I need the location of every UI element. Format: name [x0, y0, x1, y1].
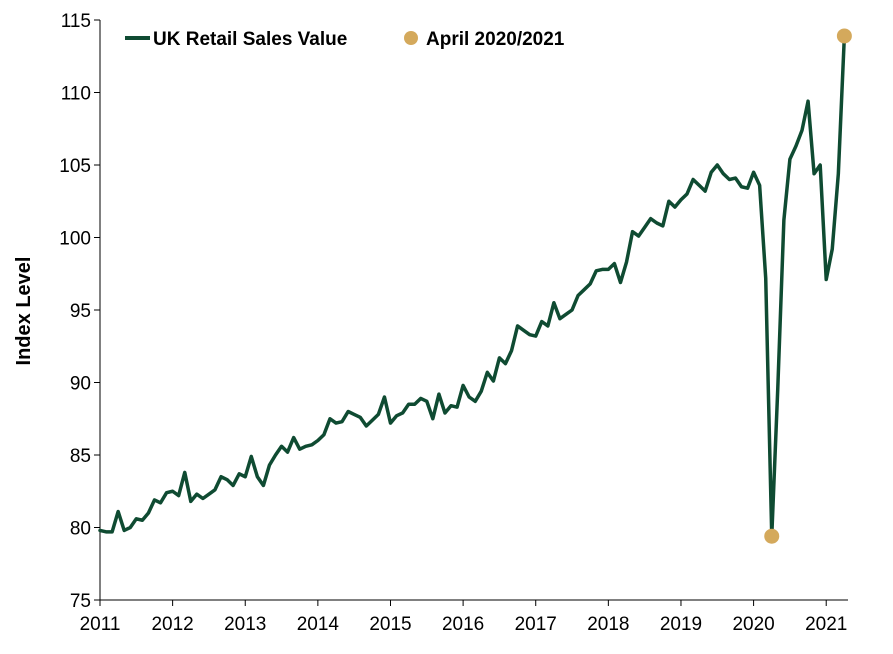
x-tick-label: 2021 [805, 614, 847, 635]
y-tick-label: 90 [70, 374, 91, 395]
y-tick-label: 115 [61, 11, 91, 32]
x-tick-label: 2018 [587, 614, 629, 635]
y-tick-label: 75 [70, 591, 91, 612]
april-marker-point [836, 28, 852, 44]
y-axis-ticks: 75 80 85 90 95 100 105 110 115 [59, 11, 100, 612]
y-tick-label: 85 [70, 446, 91, 467]
x-tick-label: 2020 [732, 614, 774, 635]
april-marker-point [764, 528, 780, 544]
legend-marker-swatch [404, 31, 418, 45]
x-axis-ticks: 2011 2012 2013 2014 2015 2016 2017 2018 2019 2020… [80, 600, 847, 635]
x-tick-label: 2015 [369, 614, 411, 635]
x-tick-label: 2011 [80, 614, 121, 635]
y-tick-label: 110 [61, 84, 91, 105]
x-tick-label: 2017 [515, 614, 557, 635]
series-layer [98, 28, 852, 544]
y-tick-label: 80 [70, 519, 91, 540]
y-tick-label: 95 [70, 301, 91, 322]
legend: UK Retail Sales Value April 2020/2021 [125, 29, 565, 50]
y-tick-label: 105 [59, 156, 91, 177]
x-tick-label: 2016 [442, 614, 484, 635]
legend-label-april: April 2020/2021 [426, 29, 565, 50]
x-tick-label: 2019 [660, 614, 702, 635]
x-tick-label: 2012 [151, 614, 193, 635]
series-line-retail-sales [98, 34, 847, 538]
y-tick-label: 100 [59, 229, 91, 250]
legend-label-retail-sales: UK Retail Sales Value [153, 29, 347, 50]
x-tick-label: 2014 [297, 614, 340, 635]
x-tick-label: 2013 [224, 614, 266, 635]
y-axis-title: Index Level [13, 257, 35, 366]
